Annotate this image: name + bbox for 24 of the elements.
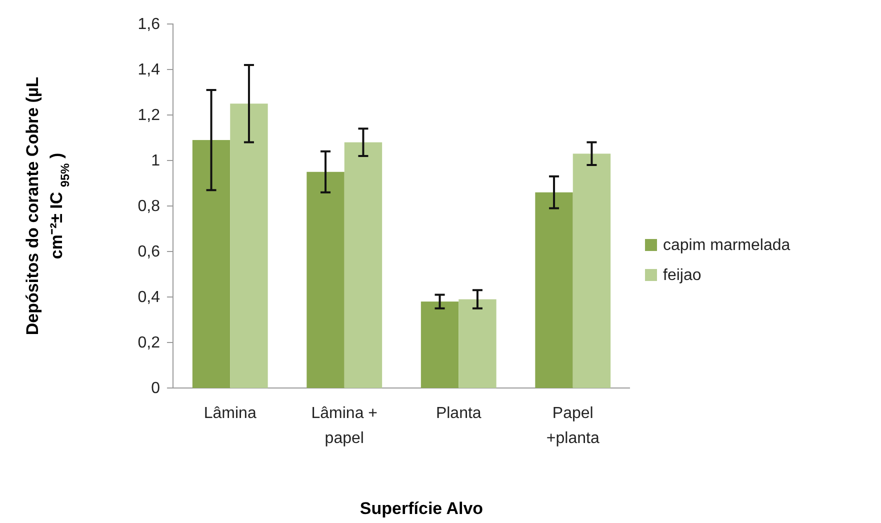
bar bbox=[535, 192, 573, 388]
bar bbox=[420, 302, 459, 388]
x-tick-label: Papel +planta bbox=[546, 405, 600, 447]
y-tick-label: 0,8 bbox=[138, 198, 160, 216]
legend-label: feijao bbox=[663, 267, 702, 284]
x-tick-label: Planta bbox=[436, 405, 482, 422]
bar bbox=[230, 104, 268, 388]
legend-label: capim marmelada bbox=[663, 237, 790, 254]
x-tick-label: Lâmina + papel bbox=[311, 405, 378, 447]
y-tick-label: 1,4 bbox=[138, 62, 160, 79]
x-tick-label: Lâmina bbox=[204, 405, 256, 422]
y-tick-label: 1 bbox=[151, 152, 160, 170]
bar bbox=[344, 142, 382, 388]
y-tick-label: 0,4 bbox=[138, 289, 160, 306]
bar bbox=[572, 154, 611, 388]
bar bbox=[458, 299, 496, 388]
x-axis-title: Superfície Alvo bbox=[360, 499, 484, 518]
y-tick-label: 0 bbox=[151, 380, 160, 398]
bar bbox=[192, 140, 230, 388]
y-tick-label: 1,6 bbox=[138, 16, 160, 34]
y-tick-label: 0,2 bbox=[138, 334, 160, 352]
bar bbox=[306, 172, 344, 388]
y-tick-label: 1,2 bbox=[138, 107, 160, 124]
y-tick-label: 0,6 bbox=[138, 244, 160, 261]
